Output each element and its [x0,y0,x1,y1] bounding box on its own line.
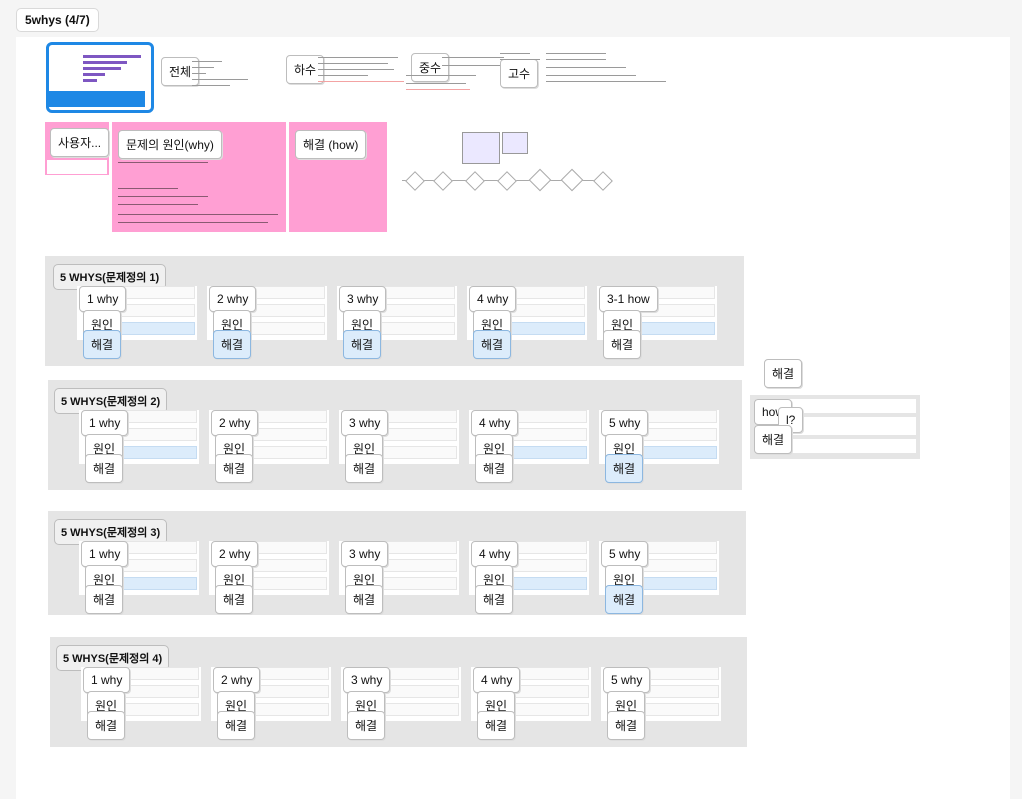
selected-thumbnail[interactable] [46,42,154,113]
text-block [318,57,408,97]
solve-tag[interactable]: 해결 [215,585,254,614]
text-block [192,61,252,101]
why-step-tag[interactable]: 1 why [79,286,127,312]
mini-chart [47,160,107,174]
solve-tag[interactable]: 해결 [603,330,642,359]
solve-tag[interactable]: 해결 [85,454,124,483]
how-pink-sticky[interactable]: 해결 (how) [289,122,387,232]
solve-tag[interactable]: 해결 [477,711,516,740]
why-step-tag[interactable]: 2 why [213,667,261,693]
solve-tag[interactable]: 해결 [345,585,384,614]
user-pink-sticky[interactable]: 사용자... [45,122,110,175]
thumbnail-caption [49,91,145,107]
solve-tag[interactable]: 해결 [217,711,256,740]
frame-title[interactable]: 5whys (4/7) [16,8,99,32]
solve-tag[interactable]: 해결 [345,454,384,483]
why-step-tag[interactable]: 4 why [471,410,519,436]
solve-tag[interactable]: 해결 [473,330,512,359]
solve-tag[interactable]: 해결 [605,585,644,614]
section-title[interactable]: 5 WHYS(문제정의 1) [53,264,167,290]
text-block [500,53,670,103]
why-step-tag[interactable]: 3-1 how [599,286,658,312]
solve-tag[interactable]: 해결 [85,585,124,614]
why-step-tag[interactable]: 5 why [601,410,649,436]
why-step-tag[interactable]: 2 why [211,410,259,436]
solve-tag[interactable]: 해결 [213,330,252,359]
label-low[interactable]: 하수 [286,55,325,84]
solve-tag[interactable]: 해결 [607,711,646,740]
label-cause[interactable]: 문제의 원인(why) [118,130,222,159]
section-title[interactable]: 5 WHYS(문제정의 4) [56,645,170,671]
thumbnail-chart [53,49,147,89]
why-step-tag[interactable]: 4 why [469,286,517,312]
why-step-tag[interactable]: 5 why [603,667,651,693]
why-step-tag[interactable]: 3 why [341,541,389,567]
why-step-tag[interactable]: 1 why [83,667,131,693]
section-title[interactable]: 5 WHYS(문제정의 2) [54,388,168,414]
flow-diagram[interactable] [402,122,613,212]
solve-tag[interactable]: 해결 [605,454,644,483]
solve-tag[interactable]: 해결 [475,454,514,483]
why-step-tag[interactable]: 3 why [341,410,389,436]
label-how[interactable]: 해결 (how) [295,130,367,159]
label-user[interactable]: 사용자... [50,128,110,157]
why-step-tag[interactable]: 3 why [339,286,387,312]
cause-pink-sticky[interactable]: 문제의 원인(why) [112,122,286,232]
why-step-tag[interactable]: 4 why [471,541,519,567]
why-step-tag[interactable]: 1 why [81,541,129,567]
section-title[interactable]: 5 WHYS(문제정의 3) [54,519,168,545]
solve-tag[interactable]: 해결 [83,330,122,359]
solve-tag[interactable]: 해결 [347,711,386,740]
canvas[interactable]: 전체 하수 중수 고수 사용자... 문제의 원인(why) [16,37,1010,799]
side-solve-tag-2[interactable]: 해결 [754,425,793,454]
why-step-tag[interactable]: 2 why [209,286,257,312]
label-high[interactable]: 고수 [500,59,539,88]
side-panel[interactable]: how l? 해결 [750,395,920,459]
side-solve-tag[interactable]: 해결 [764,359,803,388]
solve-tag[interactable]: 해결 [87,711,126,740]
solve-tag[interactable]: 해결 [475,585,514,614]
solve-tag[interactable]: 해결 [215,454,254,483]
text-block [406,57,504,97]
why-step-tag[interactable]: 4 why [473,667,521,693]
why-step-tag[interactable]: 5 why [601,541,649,567]
why-step-tag[interactable]: 3 why [343,667,391,693]
solve-tag[interactable]: 해결 [343,330,382,359]
label-mid[interactable]: 중수 [411,53,450,82]
why-step-tag[interactable]: 1 why [81,410,129,436]
why-step-tag[interactable]: 2 why [211,541,259,567]
